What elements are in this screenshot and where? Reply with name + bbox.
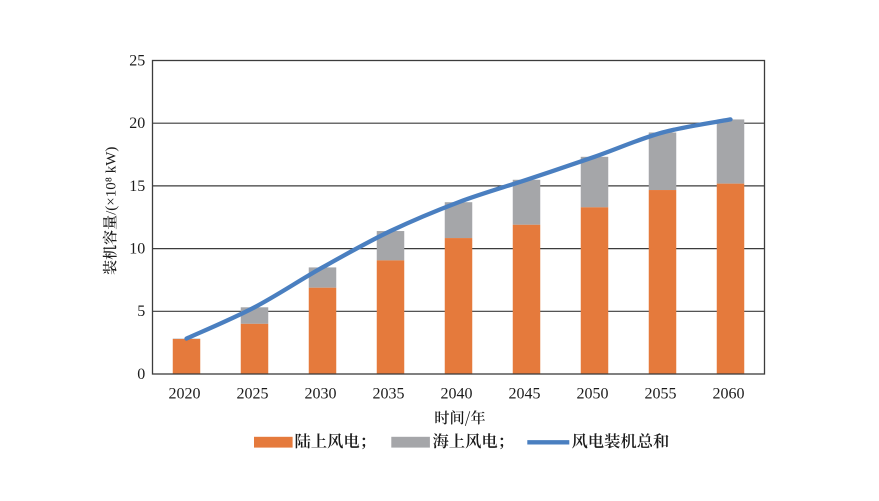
svg-text:2025: 2025 — [237, 385, 269, 402]
svg-text:2020: 2020 — [169, 385, 201, 402]
svg-text:2045: 2045 — [509, 385, 541, 402]
svg-text:5: 5 — [137, 303, 145, 320]
svg-text:20: 20 — [129, 115, 145, 132]
svg-text:2030: 2030 — [305, 385, 337, 402]
svg-text:2060: 2060 — [713, 385, 745, 402]
svg-text:25: 25 — [129, 52, 145, 69]
svg-text:2050: 2050 — [577, 385, 609, 402]
svg-text:15: 15 — [129, 178, 145, 195]
svg-text:2040: 2040 — [441, 385, 473, 402]
svg-text:2035: 2035 — [373, 385, 405, 402]
svg-text:0: 0 — [137, 366, 145, 383]
svg-text:2055: 2055 — [645, 385, 677, 402]
svg-text:/(×10⁸ kW): /(×10⁸ kW) — [103, 147, 119, 215]
svg-text:10: 10 — [129, 241, 145, 258]
